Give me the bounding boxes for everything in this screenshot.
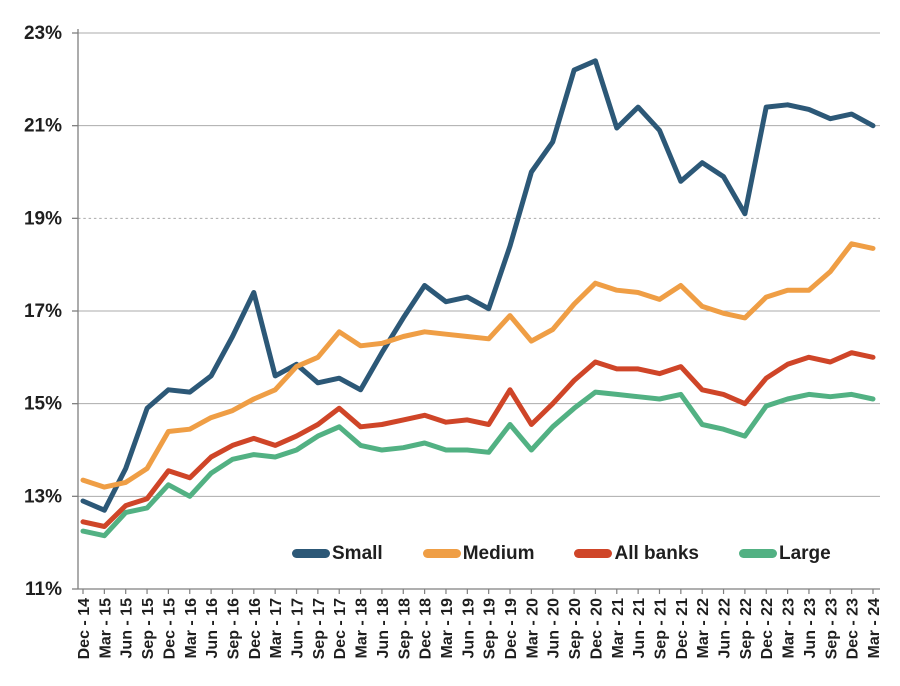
x-tick-label-Mar - 21: Mar - 21 (610, 598, 627, 659)
x-tick-label-Dec - 21: Dec - 21 (674, 598, 691, 659)
legend-swatch-large (738, 549, 777, 558)
legend-label-all-banks: All banks (614, 543, 699, 564)
x-tick-label-Dec - 16: Dec - 16 (247, 598, 264, 659)
y-tick-label-23%: 23% (24, 23, 62, 44)
x-tick-label-Jun - 16: Jun - 16 (204, 598, 221, 659)
x-tick-label-Dec - 14: Dec - 14 (76, 598, 93, 659)
y-tick-label-13%: 13% (24, 486, 62, 507)
x-tick-label-Mar - 18: Mar - 18 (354, 598, 371, 659)
x-tick-label-Jun - 19: Jun - 19 (460, 598, 477, 659)
legend-item-large: Large (738, 543, 831, 564)
legend: Small Medium All banks Large (292, 544, 831, 563)
x-tick-label-Jun - 18: Jun - 18 (375, 598, 392, 659)
x-tick-label-Dec - 20: Dec - 20 (588, 598, 605, 659)
series-line-all-banks (80, 350, 876, 529)
legend-swatch-all-banks (574, 549, 613, 558)
x-tick-label-Sep - 21: Sep - 21 (652, 598, 669, 659)
legend-label-small: Small (332, 543, 383, 564)
x-tick-label-Dec - 17: Dec - 17 (332, 598, 349, 659)
legend-item-small: Small (292, 544, 383, 563)
legend-swatch-medium (422, 549, 461, 558)
y-tick-label-17%: 17% (24, 301, 62, 322)
x-tick-label-Sep - 23: Sep - 23 (823, 598, 840, 659)
series-line-medium (80, 241, 876, 490)
x-tick-label-Jun - 22: Jun - 22 (717, 598, 734, 659)
y-tick-label-15%: 15% (24, 394, 62, 415)
x-tick-label-Mar - 22: Mar - 22 (695, 598, 712, 659)
x-tick-label-Mar - 17: Mar - 17 (268, 598, 285, 659)
x-tick-label-Jun - 21: Jun - 21 (631, 598, 648, 659)
x-tick-label-Jun - 23: Jun - 23 (802, 598, 819, 659)
legend-label-large: Large (778, 543, 831, 564)
x-tick-label-Jun - 17: Jun - 17 (290, 598, 307, 659)
x-tick-label-Sep - 22: Sep - 22 (738, 598, 755, 659)
y-tick-label-19%: 19% (24, 208, 62, 229)
x-tick-label-Sep - 16: Sep - 16 (225, 598, 242, 659)
x-tick-label-Dec - 18: Dec - 18 (418, 598, 435, 659)
x-tick-label-Sep - 15: Sep - 15 (140, 598, 157, 659)
y-tick-label-11%: 11% (25, 579, 62, 600)
x-tick-label-Mar - 23: Mar - 23 (781, 598, 798, 659)
legend-label-medium: Medium (462, 543, 535, 564)
series-line-small (80, 58, 876, 513)
x-tick-label-Mar - 20: Mar - 20 (524, 598, 541, 659)
x-tick-label-Sep - 20: Sep - 20 (567, 598, 584, 659)
x-tick-label-Sep - 17: Sep - 17 (311, 598, 328, 659)
x-tick-label-Mar - 15: Mar - 15 (97, 598, 114, 659)
x-tick-label-Sep - 19: Sep - 19 (482, 598, 499, 659)
x-tick-label-Mar - 19: Mar - 19 (439, 598, 456, 659)
series-line-large (80, 389, 876, 539)
y-tick-label-21%: 21% (24, 116, 62, 137)
x-tick-label-Mar - 24: Mar - 24 (866, 598, 883, 659)
x-tick-label-Jun - 20: Jun - 20 (546, 598, 563, 659)
x-tick-label-Dec - 22: Dec - 22 (759, 598, 776, 659)
x-tick-label-Dec - 19: Dec - 19 (503, 598, 520, 659)
x-tick-label-Jun - 15: Jun - 15 (119, 598, 136, 659)
x-tick-label-Dec - 15: Dec - 15 (161, 598, 178, 659)
x-tick-label-Dec - 23: Dec - 23 (845, 598, 862, 659)
legend-swatch-small (292, 549, 330, 558)
x-tick-label-Mar - 16: Mar - 16 (183, 598, 200, 659)
x-tick-label-Sep - 18: Sep - 18 (396, 598, 413, 659)
legend-item-medium: Medium (422, 543, 535, 564)
legend-item-all-banks: All banks (574, 543, 699, 564)
